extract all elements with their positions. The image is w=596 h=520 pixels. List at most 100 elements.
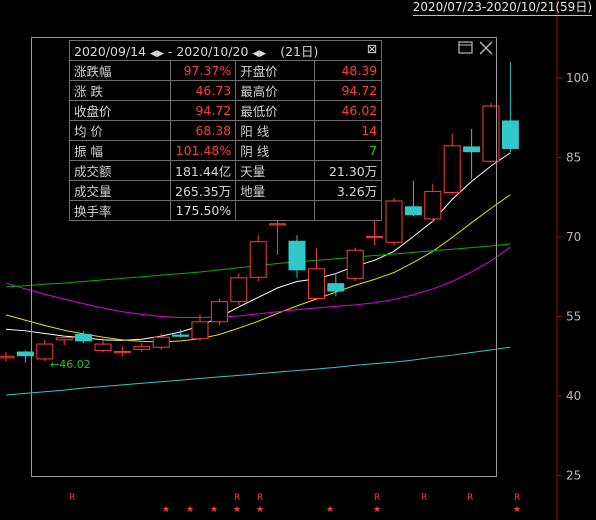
- stats-value: [314, 200, 383, 221]
- candle-body: [288, 240, 306, 271]
- candle-body: [366, 235, 384, 239]
- stats-value: 181.44亿: [169, 160, 237, 181]
- stats-value: 21.30万: [314, 160, 383, 181]
- candle-body: [133, 346, 151, 350]
- close-panel-icon[interactable]: [478, 40, 494, 55]
- stats-label: 涨 跌: [69, 80, 171, 101]
- candle-body: [0, 355, 15, 359]
- stats-value: 97.37%: [169, 60, 237, 81]
- stats-value: 14: [314, 120, 383, 141]
- stats-label: 收盘价: [69, 100, 171, 121]
- stats-label: 最低价: [235, 100, 316, 121]
- star-marker: ★: [326, 505, 334, 515]
- candle-body: [55, 337, 73, 341]
- stats-value: 265.35万: [169, 180, 237, 201]
- y-tick-label: 100: [566, 71, 589, 85]
- interval-stats-panel: [31, 37, 497, 477]
- stats-value: 3.26万: [314, 180, 383, 201]
- stats-label: 成交量: [69, 180, 171, 201]
- candle-body: [482, 105, 500, 162]
- moving-average-line: [5, 246, 511, 319]
- stats-row: 涨跌幅 97.37% 开盘价 48.39: [69, 60, 383, 81]
- star-marker: ★: [186, 505, 194, 515]
- candle-body: [152, 336, 170, 348]
- stats-value: 101.48%: [169, 140, 237, 161]
- stats-value: 7: [314, 140, 383, 161]
- candle-body: [404, 206, 422, 216]
- stats-value: 46.73: [169, 80, 237, 101]
- stats-label: 成交额: [69, 160, 171, 181]
- low-price-marker: ←46.02: [50, 358, 91, 371]
- candle-body: [269, 223, 287, 226]
- stats-value: 94.72: [314, 80, 383, 101]
- stats-label: 天量: [235, 160, 316, 181]
- candle-body: [75, 334, 93, 342]
- reversal-marker: R: [421, 493, 427, 503]
- candle-body: [327, 283, 345, 292]
- stats-label: 均 价: [69, 120, 171, 141]
- reversal-marker: R: [257, 493, 263, 503]
- stats-row: 成交额 181.44亿 天量 21.30万: [69, 160, 383, 181]
- stats-table: 2020/09/14 ◀▶ - 2020/10/20 ◀▶ (21日) ⊠ 涨跌…: [68, 40, 383, 221]
- candle-body: [94, 343, 112, 351]
- stats-label: [235, 200, 316, 221]
- candle-body: [172, 334, 190, 337]
- stats-value: 94.72: [169, 100, 237, 121]
- stats-value: 68.38: [169, 120, 237, 141]
- stats-label: 阳 线: [235, 120, 316, 141]
- star-marker: ★: [210, 505, 218, 515]
- stats-label: 换手率: [69, 200, 171, 221]
- candle-body: [191, 321, 209, 340]
- stats-value: 48.39: [314, 60, 383, 81]
- candle-body: [36, 343, 54, 360]
- stats-header: 2020/09/14 ◀▶ - 2020/10/20 ◀▶ (21日) ⊠: [68, 40, 383, 61]
- candle-body: [501, 120, 519, 149]
- maximize-icon[interactable]: [458, 40, 474, 54]
- date-to: 2020/10/20: [176, 44, 249, 59]
- reversal-marker: R: [514, 493, 520, 503]
- reversal-marker: R: [374, 493, 380, 503]
- candle-body: [385, 200, 403, 243]
- reversal-marker: R: [234, 493, 240, 503]
- y-tick-label: 55: [566, 310, 581, 324]
- candle-body: [249, 241, 267, 278]
- stats-row: 均 价 68.38 阳 线 14: [69, 120, 383, 141]
- moving-average-line: [5, 346, 511, 396]
- stats-label: 地量: [235, 180, 316, 201]
- candle-body: [230, 277, 248, 303]
- y-tick-label: 25: [566, 469, 581, 483]
- star-marker: ★: [373, 505, 381, 515]
- stats-row: 成交量 265.35万 地量 3.26万: [69, 180, 383, 201]
- day-count: (21日): [280, 44, 319, 59]
- candle-body: [346, 249, 364, 279]
- y-tick-label: 85: [566, 151, 581, 165]
- stats-row: 收盘价 94.72 最低价 46.02: [69, 100, 383, 121]
- star-marker: ★: [513, 505, 521, 515]
- date-from: 2020/09/14: [74, 44, 147, 59]
- reversal-marker: R: [467, 493, 473, 503]
- y-tick-label: 40: [566, 389, 581, 403]
- star-marker: ★: [256, 505, 264, 515]
- close-icon[interactable]: ⊠: [366, 41, 378, 56]
- star-marker: ★: [233, 505, 241, 515]
- prev-next-icon[interactable]: ◀▶: [252, 49, 267, 59]
- stats-row: 换手率 175.50%: [69, 200, 383, 221]
- candle-body: [463, 146, 481, 153]
- stats-label: 涨跌幅: [69, 60, 171, 81]
- reversal-marker: R: [69, 493, 75, 503]
- stats-label: 最高价: [235, 80, 316, 101]
- candle-body: [443, 145, 461, 193]
- y-tick-label: 70: [566, 230, 581, 244]
- stats-label: 振 幅: [69, 140, 171, 161]
- stats-value: 175.50%: [169, 200, 237, 221]
- date-range-label: 2020/07/23-2020/10/21(59日): [412, 0, 592, 16]
- candle-body: [210, 301, 228, 323]
- star-marker: ★: [162, 505, 170, 515]
- candle-body: [16, 351, 34, 357]
- candle-body: [307, 268, 325, 299]
- candle-body: [113, 350, 131, 354]
- stats-label: 阴 线: [235, 140, 316, 161]
- prev-next-icon[interactable]: ◀▶: [150, 49, 164, 59]
